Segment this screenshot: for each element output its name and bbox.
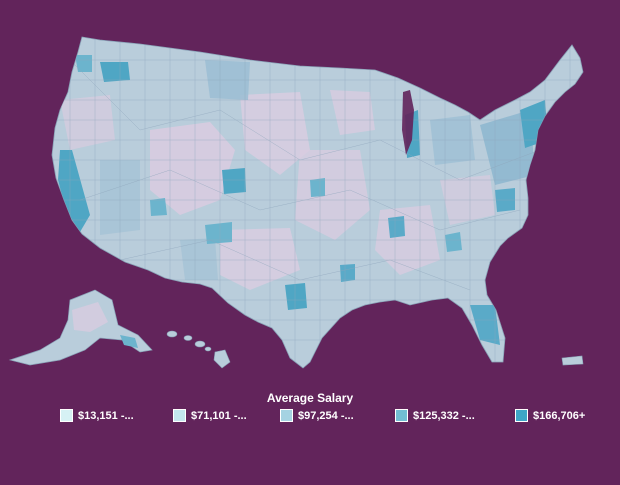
legend: $13,151 -... $71,101 -... $97,254 -... $… xyxy=(60,409,620,427)
legend-title: Average Salary xyxy=(266,391,354,405)
legend-swatch xyxy=(515,409,528,422)
legend-swatch xyxy=(173,409,186,422)
alaska xyxy=(8,289,153,366)
legend-swatch xyxy=(280,409,293,422)
legend-swatch xyxy=(60,409,73,422)
legend-item-label: $125,332 -... xyxy=(413,409,475,422)
legend-swatch xyxy=(395,409,408,422)
legend-item[interactable]: $13,151 -... xyxy=(60,409,134,422)
legend-item[interactable]: $97,254 -... xyxy=(280,409,354,422)
legend-item-label: $71,101 -... xyxy=(191,409,247,422)
legend-item[interactable]: $125,332 -... xyxy=(395,409,475,422)
legend-item[interactable]: $166,706+ xyxy=(515,409,585,422)
puerto-rico xyxy=(561,355,584,366)
legend-item[interactable]: $71,101 -... xyxy=(173,409,247,422)
legend-item-label: $166,706+ xyxy=(533,409,586,422)
contiguous-us xyxy=(51,36,584,369)
hawaii xyxy=(166,330,231,369)
us-choropleth-map xyxy=(8,36,584,369)
legend-item-label: $97,254 -... xyxy=(298,409,354,422)
legend-item-label: $13,151 -... xyxy=(78,409,134,422)
